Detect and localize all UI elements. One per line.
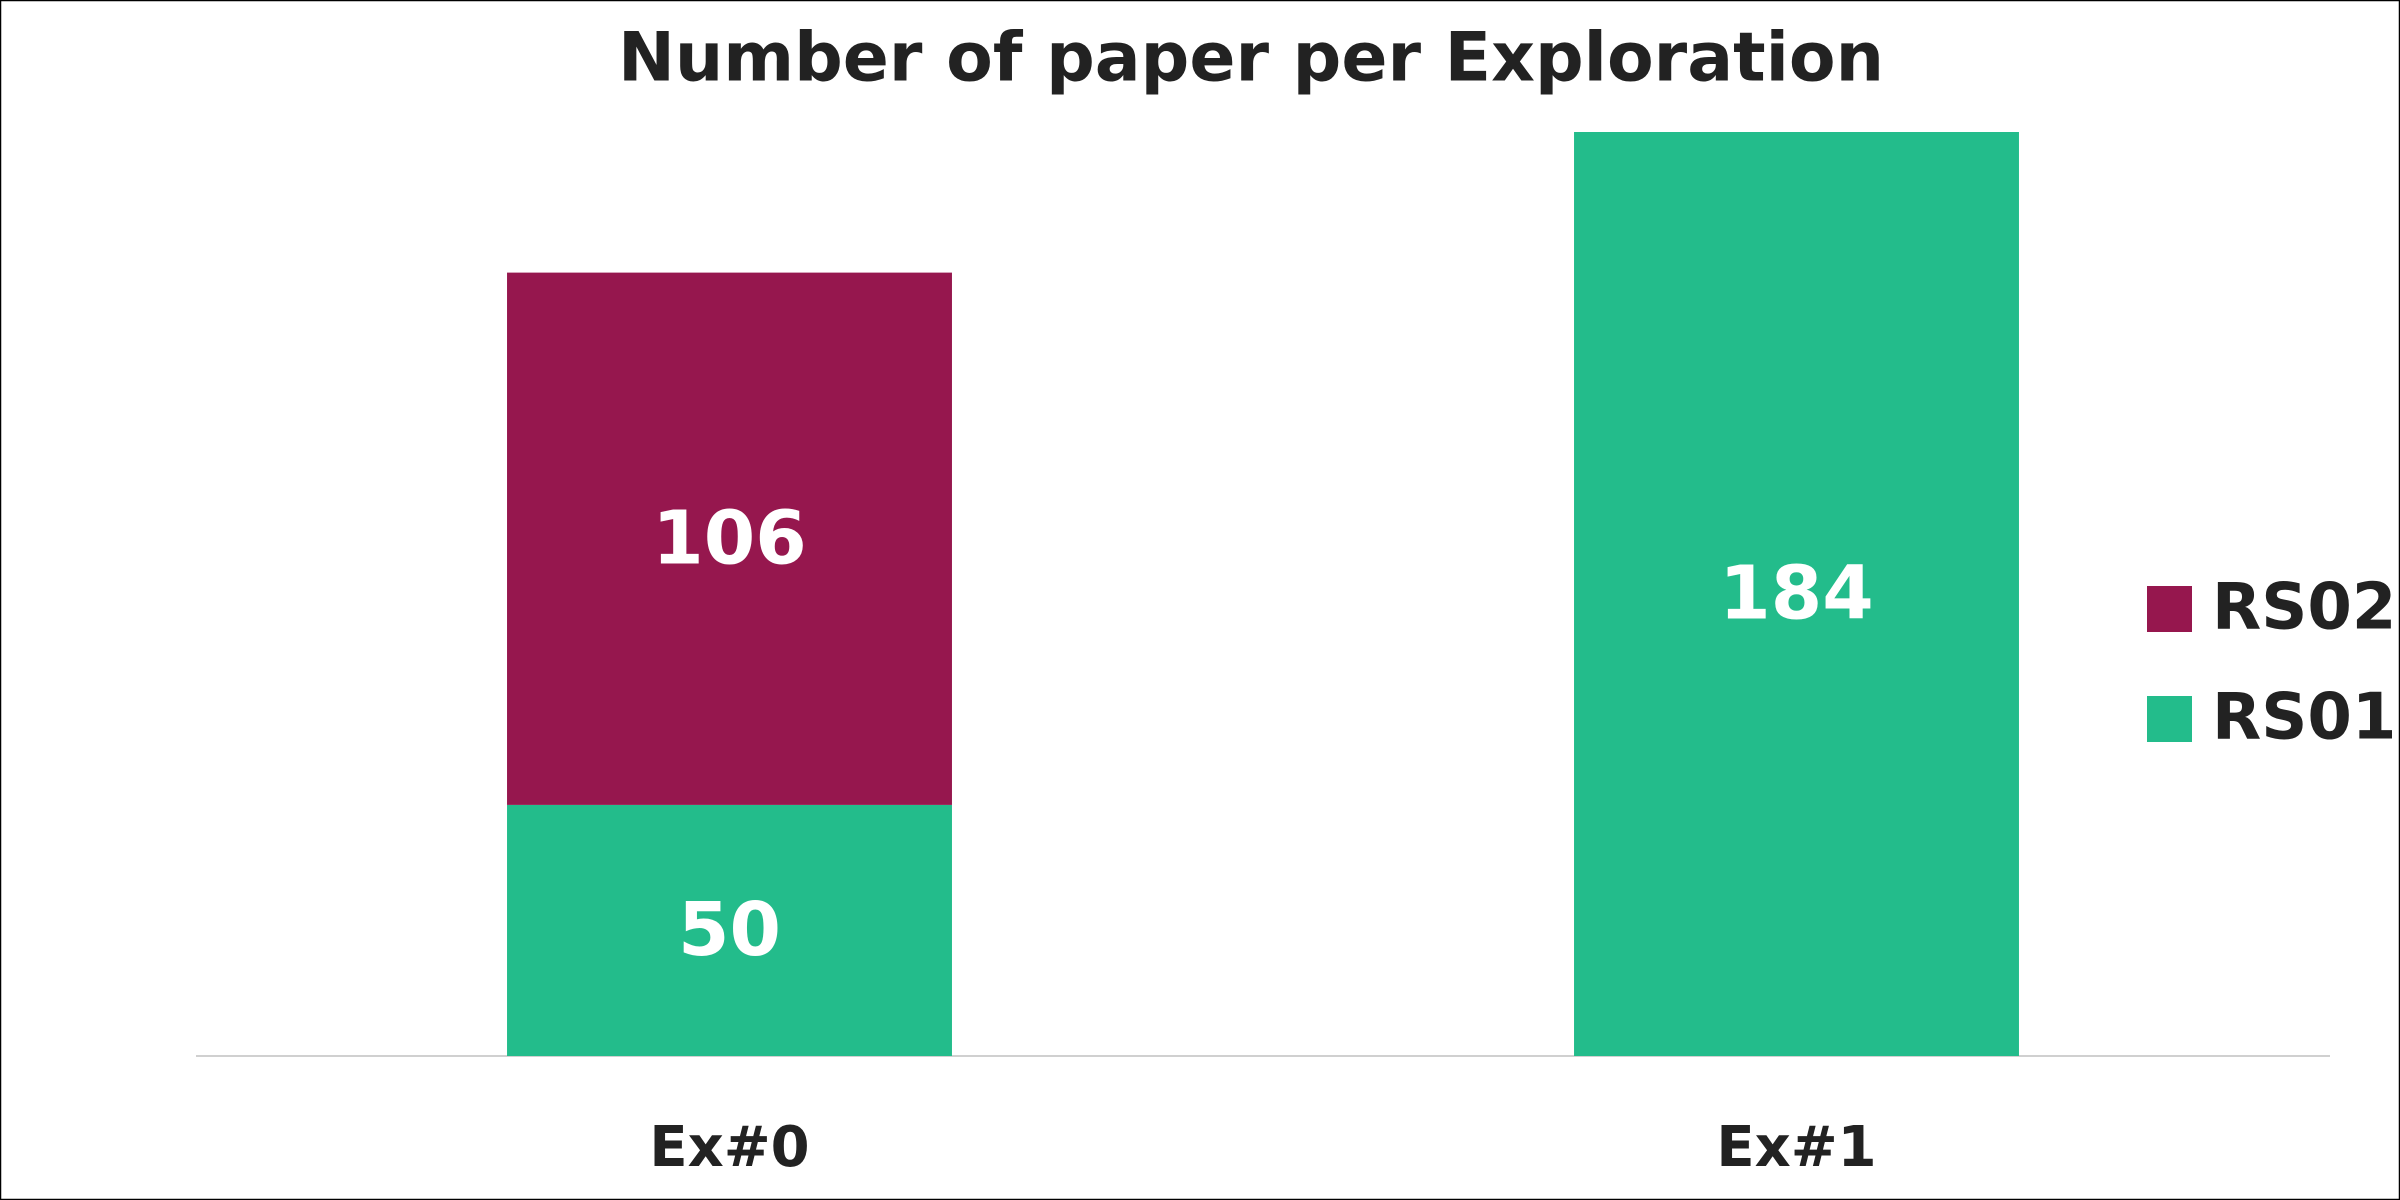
- legend-label: RS01: [2212, 681, 2396, 755]
- legend-swatch: [2147, 586, 2192, 632]
- legend-swatch: [2147, 696, 2192, 742]
- data-label: 50: [678, 887, 781, 973]
- data-label: 184: [1719, 551, 1873, 637]
- bar-segment: [507, 272, 952, 805]
- legend-label: RS02: [2212, 571, 2396, 645]
- data-label: 106: [652, 495, 806, 581]
- chart-title: Number of paper per Exploration: [618, 19, 1884, 98]
- x-tick-label: Ex#0: [649, 1115, 809, 1180]
- x-tick-label: Ex#1: [1716, 1115, 1876, 1180]
- bar-segment: [507, 804, 952, 1056]
- bar-segment: [1574, 132, 2019, 1056]
